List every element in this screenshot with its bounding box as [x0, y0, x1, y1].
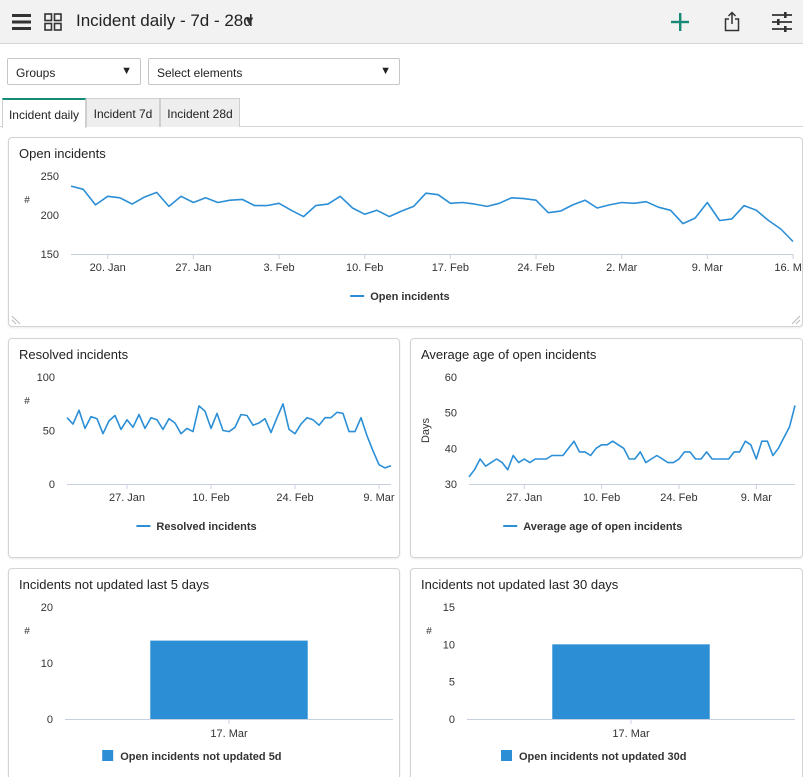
average-age-card: Average age of open incidents 30 40 50 60 Da… — [410, 338, 803, 558]
legend-label: Average age of open incidents — [523, 521, 682, 533]
series-line — [70, 185, 794, 243]
y-axis-label: # — [426, 626, 432, 637]
page-title[interactable]: Incident daily - 7d - 28d — [76, 11, 253, 30]
bar — [552, 644, 710, 719]
y-tick-label: 200 — [41, 210, 59, 222]
dropdown-caret-icon: ▼ — [121, 65, 132, 77]
not-updated-30d-card: Incidents not updated last 30 days 0 5 10 1… — [410, 568, 803, 777]
x-tick-label: 20. Jan — [90, 262, 126, 274]
legend-square-icon — [102, 750, 114, 761]
y-axis-label: # — [24, 195, 30, 206]
card-title: Incidents not updated last 5 days — [19, 577, 210, 592]
x-tick-label: 17. Mar — [612, 728, 650, 740]
resize-grip-icon — [11, 315, 21, 325]
x-tick-label: 27. Jan — [506, 492, 542, 504]
share-icon[interactable] — [724, 11, 740, 32]
resolved-incidents-chart: 0 50 100 #27. Jan 10. Feb 24. Feb 9. Mar Resolv… — [24, 372, 395, 533]
add-icon[interactable] — [670, 12, 690, 32]
elements-select[interactable]: Select elements ▼ — [148, 58, 400, 85]
x-tick-label: 10. Feb — [583, 492, 620, 504]
y-axis-label: # — [24, 396, 30, 407]
legend-square-icon — [501, 750, 512, 761]
not-updated-5d-card: Incidents not updated last 5 days 0 10 20 #… — [8, 568, 400, 777]
tab-incident-28d[interactable]: Incident 28d — [160, 98, 240, 127]
x-tick-label: 2. Mar — [606, 262, 638, 274]
y-tick-label: 5 — [449, 677, 455, 689]
x-tick-label: 27. Jan — [109, 492, 145, 504]
x-tick-label: 10. Feb — [346, 262, 383, 274]
top-bar: Incident daily - 7d - 28d ▼ — [0, 0, 803, 44]
x-tick-label: 27. Jan — [175, 262, 211, 274]
series-line — [468, 405, 796, 478]
y-tick-label: 20 — [41, 602, 53, 614]
y-tick-label: 0 — [49, 479, 55, 491]
y-tick-label: 10 — [41, 658, 53, 670]
tab-incident-7d[interactable]: Incident 7d — [86, 98, 160, 127]
legend-label: Open incidents — [370, 291, 449, 303]
menu-icon[interactable] — [12, 14, 31, 30]
open-incidents-card: Open incidents 150 200 250 #20. Jan 27. Jan 3… — [8, 137, 803, 327]
not-updated-5d-chart: 0 10 20 #17. Mar Open incidents not updated … — [24, 602, 393, 763]
x-tick-label: 17. Mar — [210, 728, 248, 740]
y-tick-label: 30 — [445, 479, 457, 491]
x-tick-label: 16. Mar — [774, 262, 803, 274]
y-tick-label: 150 — [41, 249, 59, 261]
filter-settings-icon[interactable] — [772, 12, 792, 32]
card-title: Average age of open incidents — [421, 347, 597, 362]
y-tick-label: 0 — [47, 714, 53, 726]
x-tick-label: 24. Feb — [517, 262, 554, 274]
elements-select-placeholder: Select elements — [157, 66, 243, 80]
y-tick-label: 10 — [443, 639, 455, 651]
tab-incident-daily[interactable]: Incident daily — [2, 98, 86, 128]
y-axis-label: Days — [420, 417, 432, 443]
y-tick-label: 0 — [449, 714, 455, 726]
x-tick-label: 9. Mar — [363, 492, 395, 504]
legend-label: Open incidents not updated 5d — [120, 751, 281, 763]
x-tick-label: 24. Feb — [276, 492, 313, 504]
groups-select-label: Groups — [16, 66, 56, 80]
y-tick-label: 15 — [443, 602, 455, 614]
not-updated-30d-chart: 0 5 10 15 #17. Mar Open incidents not updated… — [426, 602, 795, 763]
tab-bar: Incident daily Incident 7d Incident 28d — [0, 98, 803, 128]
resize-grip-icon — [791, 315, 801, 325]
dropdown-caret-icon: ▼ — [380, 65, 391, 77]
legend-label: Open incidents not updated 30d — [519, 751, 686, 763]
y-tick-label: 50 — [43, 426, 55, 438]
x-tick-label: 10. Feb — [192, 492, 229, 504]
x-tick-label: 9. Mar — [692, 262, 724, 274]
x-tick-label: 3. Feb — [263, 262, 294, 274]
average-age-chart: 30 40 50 60 Days 27. Jan 10. Feb 24. Feb 9. Mar A… — [420, 372, 796, 533]
dashboard-grid-icon[interactable] — [44, 13, 62, 31]
groups-select[interactable]: Groups ▼ — [7, 58, 141, 85]
y-tick-label: 250 — [41, 171, 59, 183]
y-tick-label: 60 — [445, 372, 457, 384]
y-tick-label: 40 — [445, 443, 457, 455]
chevron-down-icon[interactable]: ▼ — [243, 13, 256, 28]
x-tick-label: 24. Feb — [660, 492, 697, 504]
y-tick-label: 50 — [445, 408, 457, 420]
x-tick-label: 9. Mar — [741, 492, 773, 504]
card-title: Incidents not updated last 30 days — [421, 577, 619, 592]
bar — [150, 640, 308, 719]
card-title: Resolved incidents — [19, 347, 129, 362]
y-axis-label: # — [24, 626, 30, 637]
resolved-incidents-card: Resolved incidents 0 50 100 #27. Jan 10. Feb… — [8, 338, 400, 558]
open-incidents-chart: 150 200 250 #20. Jan 27. Jan 3. Feb 10. Feb 17.… — [11, 171, 803, 325]
legend-label: Resolved incidents — [156, 521, 256, 533]
y-tick-label: 100 — [37, 372, 55, 384]
card-title: Open incidents — [19, 146, 106, 161]
series-line — [66, 403, 392, 469]
x-tick-label: 17. Feb — [432, 262, 469, 274]
